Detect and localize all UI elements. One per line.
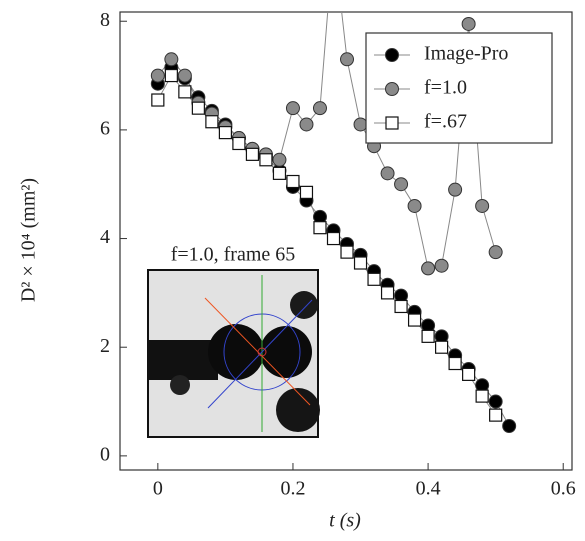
marker (164, 68, 178, 83)
marker (245, 147, 260, 161)
marker (448, 182, 463, 197)
marker (407, 198, 422, 213)
x-axis-label: t (s) (329, 510, 361, 532)
marker (435, 340, 449, 354)
marker (178, 85, 192, 99)
marker (285, 101, 300, 116)
marker (353, 256, 368, 270)
y-tick-label: 8 (100, 9, 110, 31)
legend-label: Image-Pro (424, 43, 508, 65)
marker (272, 166, 287, 180)
marker (299, 185, 314, 199)
x-tick-label: 0.4 (416, 478, 441, 500)
marker (353, 117, 368, 132)
legend-marker (385, 48, 399, 62)
legend-label: f=.67 (424, 111, 467, 133)
y-axis-label: D² × 10⁴ (mm²) (18, 178, 40, 302)
marker (434, 258, 449, 273)
marker (218, 126, 232, 140)
marker (502, 418, 517, 433)
marker (367, 272, 381, 286)
marker (448, 356, 462, 371)
inset-image (147, 269, 320, 438)
y-tick-label: 0 (100, 443, 110, 465)
plot-frame (119, 11, 573, 471)
x-tick-label: 0.6 (551, 478, 576, 500)
marker (488, 394, 503, 409)
marker (475, 198, 490, 213)
marker (421, 329, 435, 343)
marker (299, 117, 314, 132)
y-tick-label: 4 (100, 226, 110, 248)
marker (164, 52, 179, 67)
marker (461, 16, 476, 31)
marker (272, 152, 287, 167)
marker (313, 221, 327, 235)
marker (489, 408, 503, 422)
marker (394, 299, 408, 314)
legend-label: f=1.0 (424, 77, 467, 99)
marker (407, 313, 422, 327)
marker (340, 52, 355, 67)
marker (475, 389, 489, 403)
legend-marker (385, 116, 399, 130)
marker (462, 367, 476, 381)
marker (340, 245, 354, 259)
y-tick-label: 2 (100, 335, 110, 357)
marker (150, 68, 165, 83)
marker (488, 245, 503, 260)
x-tick-label: 0 (153, 478, 163, 500)
marker (286, 174, 300, 189)
marker (380, 166, 395, 181)
marker (421, 261, 436, 276)
y-tick-label: 6 (100, 117, 110, 139)
marker (191, 101, 205, 115)
marker (259, 153, 273, 167)
x-tick-label: 0.2 (280, 478, 305, 500)
marker (151, 93, 165, 107)
marker (380, 286, 395, 300)
marker (394, 177, 409, 192)
marker (177, 68, 192, 83)
marker (232, 136, 246, 151)
marker (205, 115, 219, 129)
marker (312, 101, 327, 116)
marker (326, 231, 341, 246)
legend-marker (385, 82, 399, 96)
inset-label: f=1.0, frame 65 (171, 244, 296, 266)
